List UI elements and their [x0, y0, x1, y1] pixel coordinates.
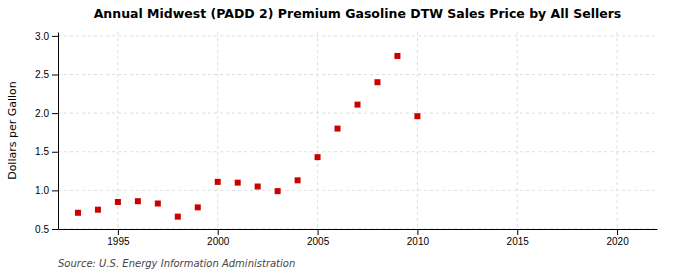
x-grid-line: [417, 32, 418, 229]
x-tick-label: 2020: [606, 236, 629, 247]
x-tick: 2015: [507, 229, 530, 247]
x-axis: 1995 2000 2005 2010 2015 2020: [59, 229, 658, 247]
point: [295, 177, 301, 183]
y-tick-mark: [52, 229, 58, 230]
y-tick-mark: [52, 36, 58, 37]
y-grid-line: [58, 151, 657, 152]
y-tick-label: 1.5: [35, 146, 49, 157]
point: [315, 154, 321, 160]
y-tick-mark: [52, 74, 58, 75]
x-tick: 2000: [207, 229, 230, 247]
x-tick-label: 2010: [407, 236, 430, 247]
x-tick-label: 2005: [307, 236, 330, 247]
point: [115, 199, 121, 205]
point: [75, 210, 81, 216]
y-grid-line: [58, 229, 657, 230]
point: [275, 188, 281, 194]
plot: 1995 2000 2005 2010 2015 2020 0.5 1.0 1.5 2.0 2.5 3…: [35, 31, 657, 248]
point: [195, 204, 201, 210]
grid: [58, 32, 657, 229]
y-tick-label: 2.5: [35, 69, 49, 80]
y-tick: 1.5: [35, 146, 58, 157]
x-tick: 2010: [407, 229, 430, 247]
y-axis-title: Dollars per Gallon: [6, 81, 19, 180]
x-tick: 2020: [606, 229, 629, 247]
point: [95, 207, 101, 213]
y-tick-mark: [52, 152, 58, 153]
y-tick: 2.5: [35, 69, 58, 80]
y-tick-mark: [52, 190, 58, 191]
point: [155, 201, 161, 207]
point: [355, 102, 361, 108]
point: [414, 113, 420, 119]
x-grid-line: [217, 32, 218, 229]
x-tick: 2005: [307, 229, 330, 247]
point: [335, 126, 341, 132]
y-tick: 3.0: [35, 31, 58, 42]
x-grid-line: [517, 32, 518, 229]
x-grid-line: [617, 32, 618, 229]
point: [374, 79, 380, 85]
x-tick-mark: [318, 229, 319, 235]
points: [75, 53, 420, 220]
title: Annual Midwest (PADD 2) Premium Gasoline…: [94, 6, 622, 21]
y-tick: 0.5: [35, 224, 58, 235]
x-tick-mark: [118, 229, 119, 235]
x-tick: 1995: [107, 229, 130, 247]
chart: 1995 2000 2005 2010 2015 2020 0.5 1.0 1.5 2.0 2.5 3…: [0, 0, 675, 275]
y-grid-line: [58, 74, 657, 75]
y-tick-label: 3.0: [35, 31, 49, 42]
x-tick-mark: [417, 229, 418, 235]
y-grid-line: [58, 190, 657, 191]
y-axis-line: [58, 33, 59, 230]
y-tick-label: 0.5: [35, 224, 49, 235]
y-tick-mark: [52, 113, 58, 114]
x-tick-mark: [517, 229, 518, 235]
y-grid-line: [58, 35, 657, 36]
y-tick-label: 1.0: [35, 185, 49, 196]
y-grid-line: [58, 113, 657, 114]
x-tick-label: 2015: [507, 236, 530, 247]
x-tick-mark: [617, 229, 618, 235]
point: [135, 198, 141, 204]
point: [394, 53, 400, 59]
point: [175, 214, 181, 220]
x-tick-label: 2000: [207, 236, 230, 247]
x-tick-label: 1995: [107, 236, 130, 247]
x-tick-mark: [218, 229, 219, 235]
y-axis: 0.5 1.0 1.5 2.0 2.5 3.0: [35, 31, 58, 235]
point: [215, 179, 221, 185]
y-tick: 2.0: [35, 108, 58, 119]
x-axis-line: [59, 229, 658, 230]
point: [255, 184, 261, 190]
point: [235, 180, 241, 186]
source-note: Source: U.S. Energy Information Administ…: [58, 258, 295, 269]
y-tick: 1.0: [35, 185, 58, 196]
y-tick-label: 2.0: [35, 108, 49, 119]
x-grid-line: [317, 32, 318, 229]
